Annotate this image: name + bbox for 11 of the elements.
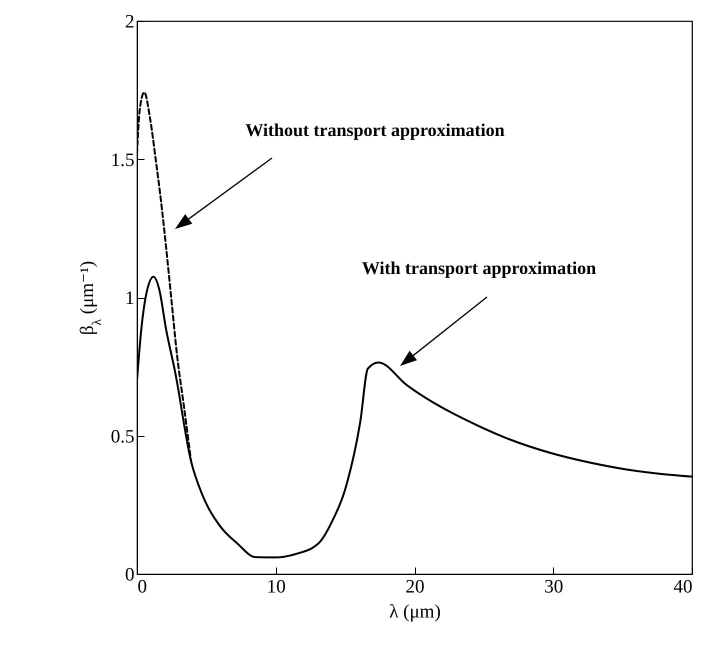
- x-tick-label: 20: [406, 576, 424, 598]
- x-tick-label: 30: [544, 576, 564, 598]
- x-tick-label: 40: [674, 576, 692, 598]
- annotation: Without transport approximation: [245, 120, 505, 140]
- x-axis-title: λ (μm): [389, 602, 441, 622]
- annotation: With transport approximation: [362, 258, 596, 278]
- y-tick-label: 0.5: [110, 426, 134, 448]
- x-tick-label: 10: [266, 576, 286, 598]
- y-tick-label: 2: [125, 12, 134, 32]
- y-tick-label: 1: [125, 288, 134, 309]
- y-tick-label: 1.5: [110, 150, 134, 171]
